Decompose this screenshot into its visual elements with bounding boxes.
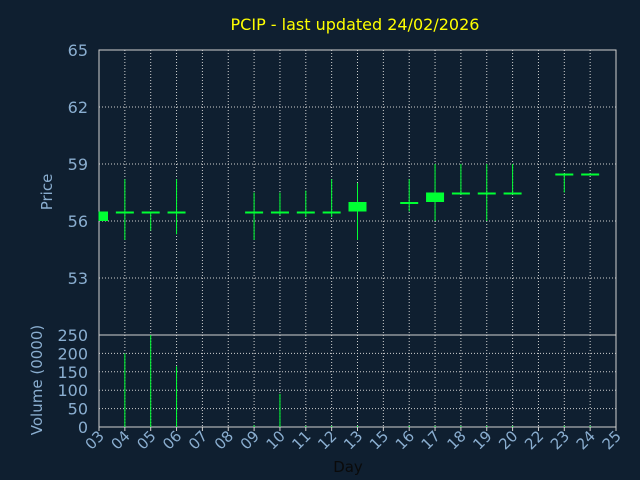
candle-body bbox=[115, 211, 134, 214]
x-tick-label: 22 bbox=[521, 427, 547, 453]
candle-body bbox=[400, 202, 419, 204]
candle-body bbox=[245, 211, 264, 214]
volume-tick-label: 200 bbox=[57, 344, 88, 363]
x-tick-label: 20 bbox=[495, 427, 521, 453]
candle-body bbox=[322, 211, 341, 214]
candle-body bbox=[555, 173, 574, 176]
price-tick-label: 53 bbox=[68, 269, 88, 288]
x-tick-label: 18 bbox=[443, 427, 469, 453]
candle-body bbox=[503, 192, 522, 195]
price-tick-label: 62 bbox=[68, 98, 88, 117]
x-tick-label: 15 bbox=[366, 427, 392, 453]
candle-body bbox=[451, 192, 470, 195]
x-tick-label: 07 bbox=[185, 427, 211, 453]
x-tick-label: 04 bbox=[107, 427, 133, 453]
x-tick-label: 24 bbox=[573, 427, 599, 453]
x-tick-label: 05 bbox=[133, 427, 159, 453]
volume-tick-label: 0 bbox=[78, 418, 88, 437]
candle-body bbox=[270, 211, 289, 214]
x-tick-label: 13 bbox=[340, 427, 366, 453]
x-tick-label: 16 bbox=[392, 427, 418, 453]
x-tick-label: 10 bbox=[263, 427, 289, 453]
volume-axis-label: Volume (0000) bbox=[28, 325, 46, 435]
candle-body bbox=[296, 211, 315, 214]
candle-body bbox=[99, 211, 108, 221]
candle-body bbox=[348, 202, 367, 212]
volume-tick-label: 100 bbox=[57, 381, 88, 400]
candle-body bbox=[141, 211, 160, 214]
x-axis-label: Day bbox=[333, 458, 363, 476]
x-tick-label: 08 bbox=[211, 427, 237, 453]
x-tick-label: 17 bbox=[418, 427, 444, 453]
price-axis-label: Price bbox=[38, 174, 56, 211]
candle-body bbox=[426, 192, 445, 202]
volume-tick-label: 250 bbox=[57, 326, 88, 345]
x-tick-label: 06 bbox=[159, 427, 185, 453]
candle-body bbox=[581, 173, 600, 176]
volume-tick-label: 150 bbox=[57, 363, 88, 382]
volume-tick-label: 50 bbox=[68, 400, 88, 419]
price-tick-label: 65 bbox=[68, 41, 88, 60]
candle-body bbox=[477, 192, 496, 195]
x-tick-label: 12 bbox=[314, 427, 340, 453]
x-tick-label: 19 bbox=[469, 427, 495, 453]
price-tick-label: 56 bbox=[68, 212, 88, 231]
x-tick-label: 11 bbox=[288, 427, 314, 453]
price-tick-label: 59 bbox=[68, 155, 88, 174]
x-tick-label: 09 bbox=[237, 427, 263, 453]
candle-body bbox=[167, 211, 186, 214]
x-tick-label: 23 bbox=[547, 427, 573, 453]
chart-title: PCIP - last updated 24/02/2026 bbox=[231, 15, 480, 34]
x-tick-label: 25 bbox=[599, 427, 625, 453]
